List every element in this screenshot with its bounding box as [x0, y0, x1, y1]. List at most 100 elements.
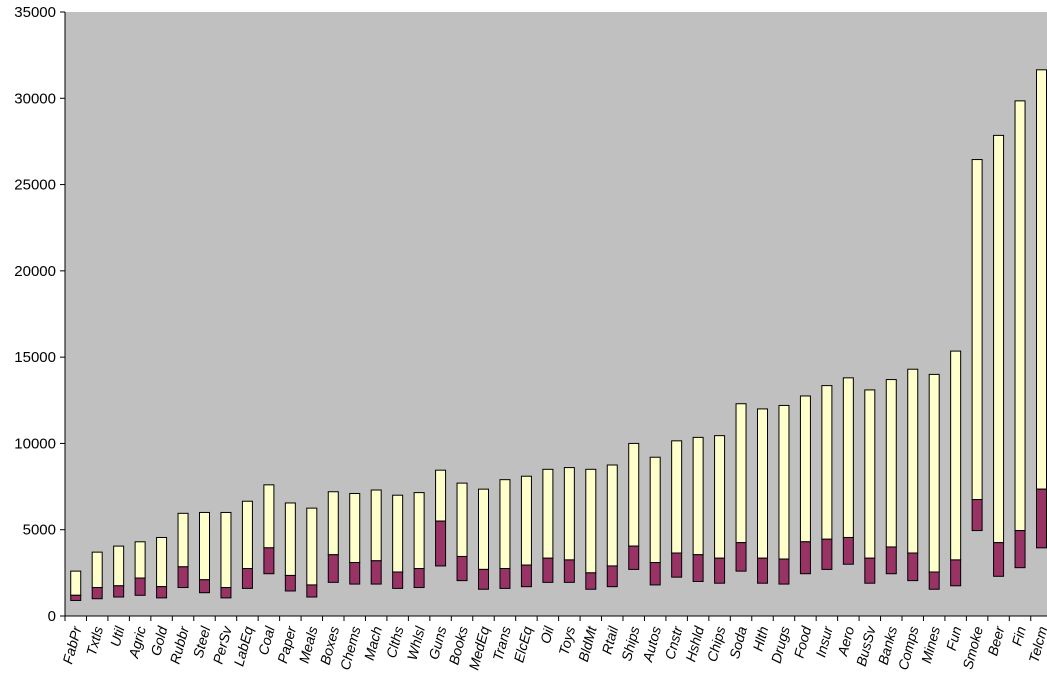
bar-lower-segment: [134, 577, 146, 596]
x-tick-label: Hlth: [749, 624, 771, 652]
bar-upper-segment: [671, 440, 683, 554]
y-tick-label: 20000: [14, 263, 56, 280]
bar-lower-segment: [671, 552, 683, 578]
bar-upper-segment: [542, 468, 554, 559]
bar-upper-segment: [1036, 69, 1047, 490]
bar-lower-segment: [220, 587, 232, 599]
x-tick-label: Gold: [147, 623, 170, 657]
bar-lower-segment: [327, 554, 339, 583]
x-tick-label: Rubbr: [167, 623, 193, 665]
bar-upper-segment: [177, 512, 189, 568]
bar-upper-segment: [778, 404, 790, 560]
y-tick-label: 35000: [14, 4, 56, 21]
bar-upper-segment: [263, 484, 275, 549]
bar-upper-segment: [413, 492, 425, 570]
x-tick-label: Coal: [255, 624, 278, 657]
bar-upper-segment: [907, 368, 919, 554]
bar-lower-segment: [821, 538, 833, 570]
x-tick-label: Beer: [984, 623, 1007, 657]
bar-lower-segment: [799, 541, 811, 575]
bar-lower-segment: [993, 542, 1005, 577]
bar-upper-segment: [134, 541, 146, 579]
x-tick-label: Telcm: [1025, 624, 1047, 664]
bar-upper-segment: [241, 500, 253, 570]
bar-upper-segment: [993, 134, 1005, 544]
bar-lower-segment: [692, 554, 704, 582]
bar-lower-segment: [585, 572, 597, 590]
bar-upper-segment: [799, 395, 811, 543]
bar-upper-segment: [435, 469, 447, 522]
x-tick-label: Steel: [190, 624, 214, 660]
bar-lower-segment: [263, 547, 275, 575]
bar-upper-segment: [520, 475, 532, 566]
bar-upper-segment: [327, 491, 339, 556]
bar-lower-segment: [306, 584, 318, 598]
x-tick-label: Ships: [618, 625, 643, 663]
bar-upper-segment: [499, 479, 511, 570]
x-tick-label: Soda: [726, 624, 750, 660]
bar-lower-segment: [370, 560, 382, 585]
x-tick-label: Mach: [361, 624, 385, 661]
x-tick-label: Insur: [812, 623, 836, 658]
bar-upper-segment: [649, 456, 661, 564]
bars: [70, 69, 1047, 601]
bar-lower-segment: [156, 586, 168, 599]
bar-upper-segment: [628, 442, 640, 547]
x-tick-label: Rtail: [598, 624, 621, 656]
bar-upper-segment: [70, 570, 82, 596]
bar-lower-segment: [971, 499, 983, 532]
bar-upper-segment: [113, 545, 125, 587]
bar-upper-segment: [91, 551, 103, 589]
x-tick-label: Fin: [1008, 624, 1029, 647]
y-tick-label: 0: [48, 608, 56, 625]
bar-upper-segment: [950, 350, 962, 561]
bar-lower-segment: [928, 571, 940, 590]
bar-lower-segment: [241, 568, 253, 589]
bar-lower-segment: [864, 557, 876, 584]
bar-lower-segment: [628, 545, 640, 570]
bar-lower-segment: [950, 559, 962, 587]
x-tick-label: Cnstr: [661, 623, 685, 661]
bar-upper-segment: [692, 436, 704, 556]
y-tick-label: 5000: [23, 522, 56, 539]
bar-lower-segment: [520, 564, 532, 588]
bar-upper-segment: [456, 482, 468, 557]
bar-upper-segment: [885, 379, 897, 548]
x-tick-label: Chips: [704, 625, 729, 664]
x-tick-label: FabPr: [59, 623, 85, 665]
bar-lower-segment: [435, 520, 447, 567]
bar-lower-segment: [757, 557, 768, 584]
bar-upper-segment: [563, 467, 575, 561]
x-tick-label: Food: [791, 623, 815, 659]
y-tick-label: 25000: [14, 177, 56, 194]
x-tick-label: Oil: [537, 624, 557, 646]
bar-lower-segment: [91, 587, 103, 600]
bar-upper-segment: [606, 464, 618, 567]
bar-lower-segment: [714, 557, 726, 584]
x-tick-label: BldMt: [575, 624, 600, 664]
bar-upper-segment: [821, 385, 833, 540]
x-tick-label: Autos: [639, 625, 664, 665]
bar-upper-segment: [842, 377, 854, 538]
bar-upper-segment: [928, 373, 940, 573]
bar-lower-segment: [413, 568, 425, 589]
y-axis: 0 5000 10000 15000 20000 25000 30000 35000: [14, 4, 66, 625]
x-tick-label: Trans: [489, 625, 513, 663]
bar-lower-segment: [199, 579, 210, 594]
x-tick-label: Toys: [555, 625, 578, 657]
bar-upper-segment: [585, 468, 597, 574]
bar-upper-segment: [478, 488, 489, 570]
bar-lower-segment: [649, 562, 661, 586]
bar-upper-segment: [971, 159, 983, 501]
bar-lower-segment: [456, 555, 468, 582]
plot-area: [65, 12, 1047, 616]
y-tick-label: 15000: [14, 349, 56, 366]
x-tick-label: Aero: [834, 624, 857, 658]
x-tick-label: ElcEq: [510, 624, 535, 664]
x-tick-label: Util: [107, 624, 128, 649]
bar-lower-segment: [499, 568, 511, 589]
bar-lower-segment: [885, 546, 897, 575]
bar-lower-segment: [907, 552, 919, 582]
